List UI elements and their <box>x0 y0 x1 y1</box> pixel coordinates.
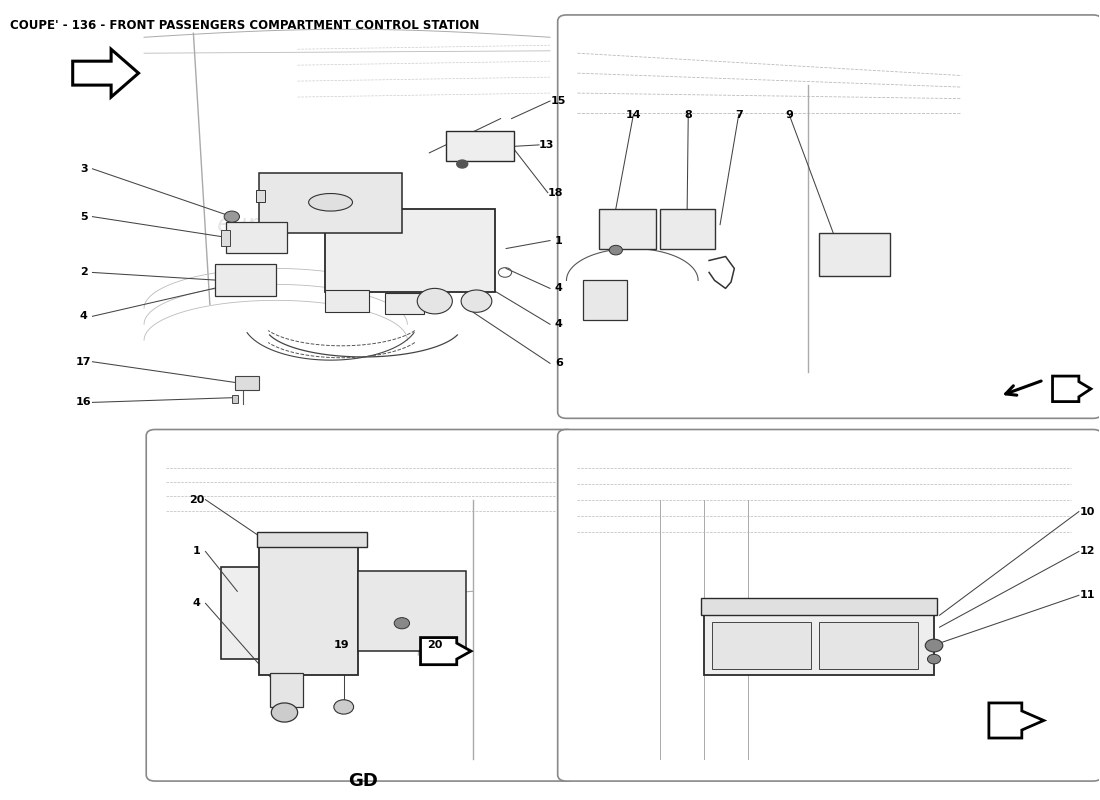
Text: COUPE' - 136 - FRONT PASSENGERS COMPARTMENT CONTROL STATION: COUPE' - 136 - FRONT PASSENGERS COMPARTM… <box>10 19 480 32</box>
Bar <box>221 567 309 659</box>
Ellipse shape <box>309 194 352 211</box>
Bar <box>385 293 424 314</box>
Polygon shape <box>420 638 471 665</box>
Text: 9: 9 <box>785 110 793 119</box>
Text: 3: 3 <box>80 164 88 174</box>
Text: 18: 18 <box>548 188 563 198</box>
Text: 4: 4 <box>192 598 200 608</box>
Text: 2: 2 <box>80 267 88 278</box>
Bar <box>235 376 260 390</box>
Text: 14: 14 <box>626 110 641 119</box>
Text: eurospares: eurospares <box>217 213 356 237</box>
Circle shape <box>333 700 353 714</box>
Circle shape <box>609 246 623 255</box>
Bar <box>221 230 230 246</box>
Text: 7: 7 <box>735 110 743 119</box>
Bar <box>704 615 934 675</box>
Circle shape <box>224 211 240 222</box>
Circle shape <box>925 639 943 652</box>
Circle shape <box>272 703 298 722</box>
Bar <box>818 622 917 670</box>
Bar <box>271 674 304 707</box>
Bar <box>818 233 890 277</box>
Bar <box>583 281 627 320</box>
Circle shape <box>456 160 468 168</box>
Text: 4: 4 <box>554 319 563 330</box>
Text: 4: 4 <box>554 283 563 294</box>
Text: 10: 10 <box>1080 506 1096 517</box>
Text: 17: 17 <box>76 357 91 366</box>
Polygon shape <box>1053 376 1091 402</box>
Text: 6: 6 <box>554 358 563 368</box>
Text: 15: 15 <box>551 96 566 106</box>
Text: 12: 12 <box>1080 546 1096 557</box>
Text: 16: 16 <box>76 398 91 407</box>
Text: 5: 5 <box>80 212 88 222</box>
Bar <box>227 222 287 253</box>
Circle shape <box>461 290 492 312</box>
FancyBboxPatch shape <box>146 430 575 781</box>
Text: eurospares: eurospares <box>768 579 892 599</box>
Circle shape <box>417 288 452 314</box>
Bar <box>326 290 368 312</box>
Polygon shape <box>73 50 139 97</box>
Bar <box>260 173 402 233</box>
Text: 20: 20 <box>189 494 205 505</box>
Text: eurospares: eurospares <box>298 579 424 599</box>
Circle shape <box>394 618 409 629</box>
Bar <box>326 209 495 292</box>
Circle shape <box>927 654 940 664</box>
Bar <box>713 622 811 670</box>
Text: 1: 1 <box>554 235 563 246</box>
FancyBboxPatch shape <box>558 430 1100 781</box>
Bar <box>358 571 465 651</box>
Text: GD: GD <box>349 772 378 790</box>
Bar <box>600 209 657 249</box>
Text: 4: 4 <box>79 311 88 322</box>
Bar <box>446 130 514 161</box>
Bar <box>260 543 358 675</box>
Bar <box>216 265 276 296</box>
Bar <box>232 395 239 403</box>
Polygon shape <box>989 703 1044 738</box>
Text: 8: 8 <box>684 110 692 119</box>
Bar <box>702 598 937 615</box>
Text: 13: 13 <box>539 140 554 150</box>
Text: 19: 19 <box>333 640 350 650</box>
Bar <box>256 190 265 202</box>
Bar <box>660 209 715 249</box>
FancyBboxPatch shape <box>558 15 1100 418</box>
Text: 1: 1 <box>192 546 200 557</box>
Bar <box>257 531 366 547</box>
Text: 20: 20 <box>427 640 442 650</box>
Text: 11: 11 <box>1080 590 1096 600</box>
Text: eurospares: eurospares <box>760 205 900 229</box>
